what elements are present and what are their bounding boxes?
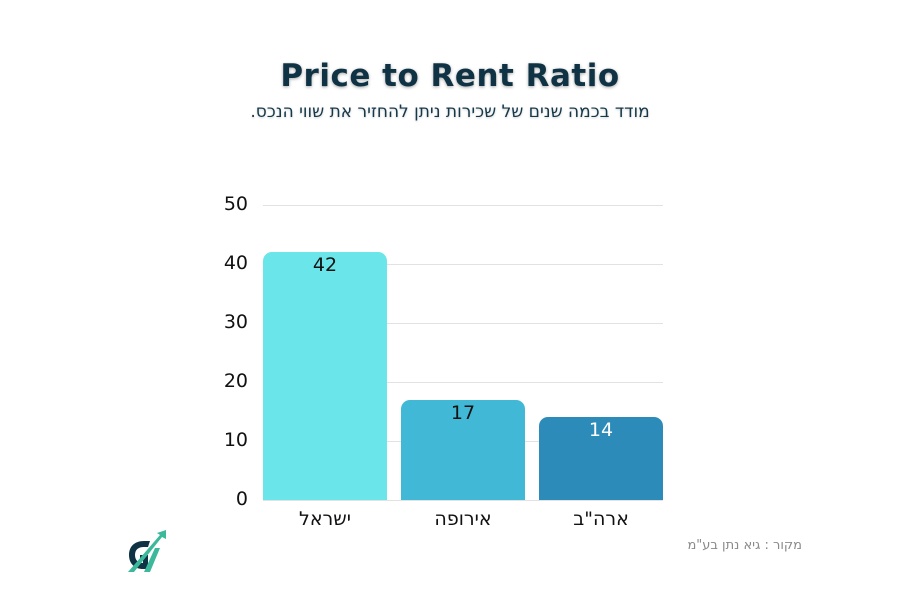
bar-usa: 14 (539, 417, 663, 500)
bar-value-label: 14 (588, 419, 614, 441)
bar-israel: 42 (263, 252, 387, 500)
gridline-20 (263, 382, 663, 383)
y-tick-50: 50 (223, 193, 248, 215)
x-label-usa: ארה"ב (573, 508, 629, 530)
y-tick-10: 10 (223, 429, 248, 451)
bar-value-label: 42 (312, 254, 338, 276)
x-label-israel: ישראל (299, 508, 351, 530)
bar-value-label: 17 (450, 402, 476, 424)
bar-europe: 17 (401, 400, 525, 500)
x-label-europe: אירופה (434, 508, 492, 530)
gridline-50 (263, 205, 663, 206)
y-tick-0: 0 (235, 488, 248, 510)
plot-area: 42 17 14 (263, 205, 663, 501)
gridline-40 (263, 264, 663, 265)
gridline-0 (263, 500, 663, 501)
gn-logo-arrow-icon (124, 528, 170, 574)
y-tick-30: 30 (223, 311, 248, 333)
y-tick-20: 20 (223, 370, 248, 392)
y-tick-40: 40 (223, 252, 248, 274)
chart-title: Price to Rent Ratio (280, 58, 620, 94)
gridline-30 (263, 323, 663, 324)
chart-subtitle: מודד בכמה שנים של שכירות ניתן להחזיר את … (250, 102, 650, 122)
source-credit: מקור : גיא נתן בע"מ (687, 538, 802, 553)
